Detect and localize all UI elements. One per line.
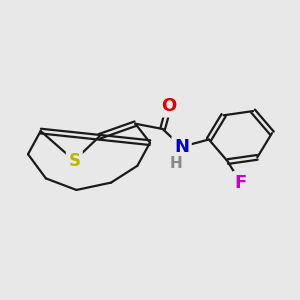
- Text: H: H: [170, 156, 183, 171]
- Text: F: F: [234, 174, 247, 192]
- Text: N: N: [174, 138, 189, 156]
- Text: S: S: [68, 152, 80, 169]
- Text: O: O: [161, 97, 177, 115]
